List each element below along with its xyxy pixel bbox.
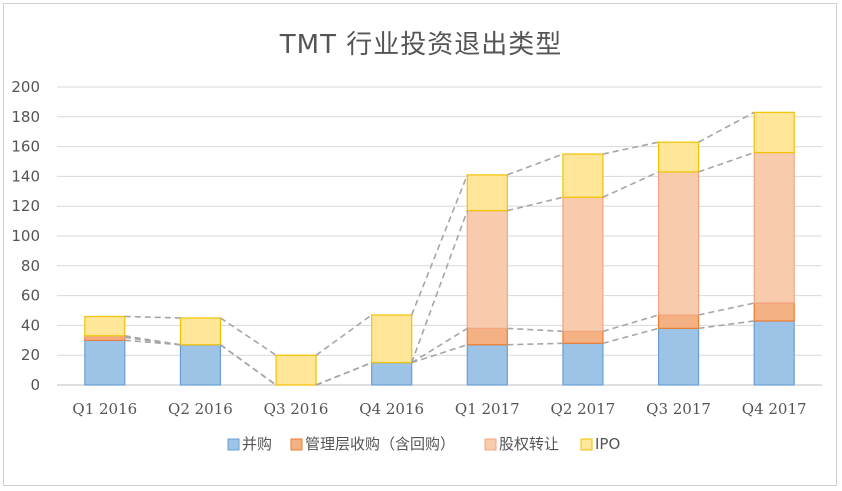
legend-swatch	[484, 438, 497, 451]
chart-title: TMT 行业投资退出类型	[279, 30, 563, 60]
bar-segment	[179, 344, 222, 386]
series-connector-line	[124, 315, 181, 319]
x-tick-label: Q1 2016	[72, 400, 137, 418]
series-connector-line	[698, 302, 755, 316]
x-axis-ticks: Q1 2016 Q2 2016 Q3 2016 Q4 2016 Q1 2017 Q2 20…	[72, 400, 806, 418]
bar-segment	[562, 153, 604, 198]
bar-segment	[466, 210, 508, 329]
legend-swatch	[580, 438, 593, 451]
series-connector-line	[124, 335, 181, 346]
bar-segment	[275, 354, 317, 386]
series-connector-line	[315, 314, 373, 356]
y-tick-label: 40	[21, 316, 40, 334]
legend: 并购 管理层收购（含回购） 股权转让 IPO	[227, 435, 620, 453]
y-tick-label: 200	[11, 78, 40, 96]
y-tick-label: 20	[21, 346, 40, 364]
series-connector-line	[507, 196, 564, 212]
legend-label: 并购	[242, 435, 272, 453]
bar-segment	[753, 151, 795, 304]
bar-segment	[466, 327, 508, 346]
legend-swatch	[290, 438, 303, 451]
bar-segment	[753, 320, 795, 386]
y-tick-label: 80	[21, 257, 40, 275]
y-tick-label: 0	[30, 376, 40, 394]
y-tick-label: 180	[11, 108, 40, 126]
x-tick-label: Q2 2017	[551, 400, 616, 418]
bar-segment	[371, 314, 413, 364]
series-connector-line	[315, 361, 372, 386]
series-connector-line	[698, 111, 755, 143]
series-connector-line	[602, 314, 659, 333]
series-connector-line	[698, 151, 755, 173]
bar-segment	[657, 171, 700, 316]
y-tick-label: 120	[11, 197, 40, 215]
bars	[84, 111, 795, 386]
series-connector-line	[698, 320, 755, 330]
gridlines	[57, 86, 822, 386]
series-connector-line	[219, 317, 277, 356]
x-tick-label: Q4 2017	[742, 400, 807, 418]
series-connector-line	[602, 171, 659, 198]
bar-segment	[562, 342, 604, 386]
y-tick-label: 60	[21, 287, 40, 305]
series-connector-line	[124, 336, 181, 346]
series-connector-line	[507, 153, 564, 176]
series-connector-line	[602, 141, 659, 155]
series-connector-line	[602, 327, 659, 345]
bar-segment	[657, 314, 700, 329]
legend-swatch	[227, 438, 240, 451]
y-tick-label: 100	[11, 227, 40, 245]
bar-segment	[562, 196, 604, 332]
bar-segment	[371, 362, 413, 386]
bar-segment	[466, 344, 508, 386]
bar-segment	[657, 327, 700, 386]
x-tick-label: Q1 2017	[455, 400, 520, 418]
y-tick-label: 140	[11, 167, 40, 185]
connector-lines	[124, 111, 755, 386]
bar-segment	[753, 302, 795, 322]
y-axis-ticks: 0 20 40 60 80 100 120 140 160 180 200	[11, 78, 40, 394]
series-connector-line	[124, 339, 181, 346]
series-connector-line	[411, 344, 468, 364]
y-tick-label: 160	[11, 138, 40, 156]
bar-segment	[84, 315, 126, 337]
x-tick-label: Q4 2016	[359, 400, 424, 418]
x-tick-label: Q3 2017	[646, 400, 711, 418]
bar-segment	[753, 111, 795, 154]
x-tick-label: Q2 2016	[168, 400, 233, 418]
series-connector-line	[507, 327, 563, 333]
series-connector-line	[410, 210, 469, 363]
legend-label: 股权转让	[499, 435, 559, 453]
legend-label: IPO	[595, 435, 620, 453]
series-connector-line	[411, 327, 468, 364]
series-connector-line	[219, 344, 277, 386]
bar-segment	[84, 339, 126, 386]
legend-label: 管理层收购（含回购）	[305, 435, 455, 453]
series-connector-line	[507, 342, 563, 346]
bar-segment	[179, 317, 222, 346]
bar-segment	[466, 174, 508, 212]
series-connector-line	[410, 174, 469, 316]
bar-segment	[657, 141, 700, 173]
x-tick-label: Q3 2016	[264, 400, 329, 418]
bar-segment	[562, 330, 604, 344]
